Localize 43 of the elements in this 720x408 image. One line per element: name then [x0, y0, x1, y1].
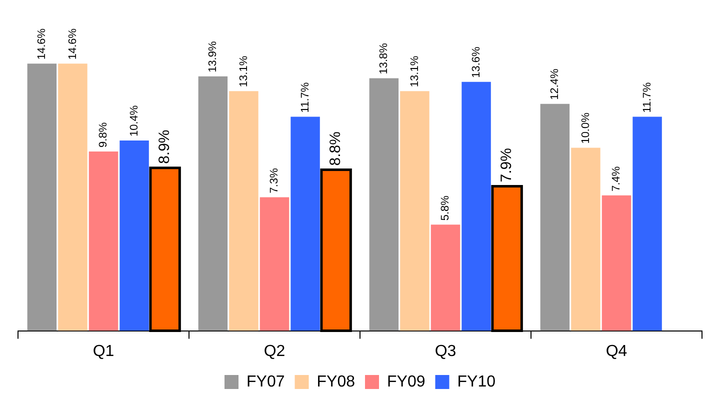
data-label: 10.4%	[128, 105, 140, 136]
bar	[602, 195, 632, 331]
legend-label: FY08	[316, 373, 356, 390]
legend-label: FY09	[387, 373, 426, 390]
data-label: 14.6%	[66, 28, 79, 60]
data-label: 13.8%	[378, 42, 390, 74]
data-label: 13.9%	[206, 41, 219, 72]
data-label: 8.9%	[156, 130, 174, 164]
bar	[27, 64, 57, 331]
data-label: 11.7%	[641, 82, 654, 113]
x-tick-label: Q3	[434, 342, 456, 360]
x-tick-label: Q4	[606, 342, 628, 360]
data-label: 10.0%	[580, 112, 592, 144]
data-label: 11.7%	[299, 82, 312, 113]
bar	[430, 224, 460, 331]
bar	[369, 78, 399, 331]
bar	[58, 64, 88, 331]
legend-label: FY10	[457, 373, 496, 390]
data-label: 8.8%	[327, 132, 344, 166]
data-label: 13.1%	[408, 56, 421, 88]
bar	[120, 140, 149, 331]
bar	[540, 104, 570, 331]
data-label: 9.8%	[98, 122, 110, 148]
data-label: 7.3%	[268, 168, 281, 194]
data-label: 5.8%	[440, 195, 452, 221]
bar	[88, 151, 118, 331]
bar	[260, 197, 290, 331]
x-tick-label: Q1	[92, 342, 114, 360]
bar	[229, 91, 258, 331]
data-label: 12.4%	[548, 68, 561, 100]
data-label: 13.6%	[470, 46, 482, 78]
bar	[571, 148, 600, 331]
bar	[400, 91, 430, 331]
bar	[290, 116, 320, 331]
bar	[198, 76, 228, 331]
data-label: 14.6%	[36, 28, 48, 60]
data-label: 7.9%	[498, 148, 516, 182]
data-label: 7.4%	[610, 166, 623, 192]
data-label: 13.1%	[238, 56, 250, 88]
legend-label: FY07	[246, 373, 285, 390]
bar	[632, 116, 662, 331]
x-tick-label: Q2	[264, 342, 286, 360]
bar	[462, 82, 491, 331]
